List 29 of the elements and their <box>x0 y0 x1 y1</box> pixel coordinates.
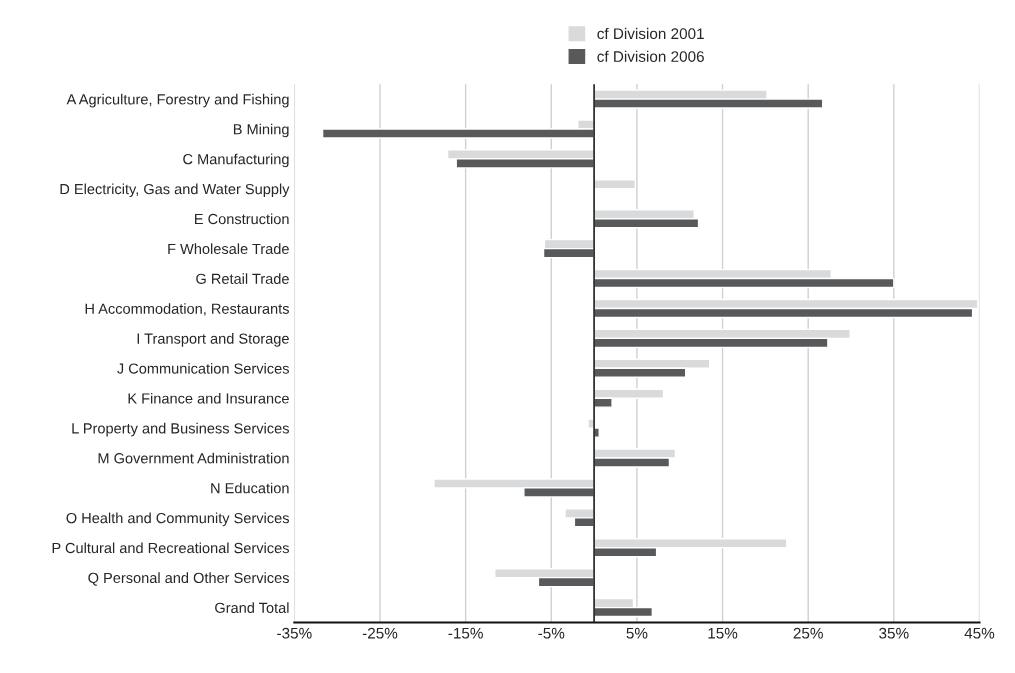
y-tick-label: N Education <box>211 482 289 494</box>
y-tick-label: P Cultural and Recreational Services <box>52 542 289 554</box>
y-tick-label: I Transport and Storage <box>137 333 289 347</box>
y-tick-label: M Government Administration <box>98 452 289 464</box>
x-tick-label: -35% <box>277 627 312 639</box>
y-tick-label: O Health and Community Services <box>66 512 289 527</box>
x-tick-label: 25% <box>793 627 823 639</box>
x-tick-label: -15% <box>448 627 483 639</box>
x-tick-label: -5% <box>538 627 565 639</box>
x-tick-label: 35% <box>879 627 909 639</box>
legend-label: cf Division 2001 <box>597 27 704 40</box>
x-tick-label: -25% <box>362 627 398 639</box>
y-tick-label: J Communication Services <box>117 363 289 374</box>
y-tick-label: G Retail Trade <box>196 273 289 284</box>
y-tick-label: K Finance and Insurance <box>128 392 289 404</box>
y-tick-label: B Mining <box>233 123 289 138</box>
x-tick-label: 45% <box>964 627 995 639</box>
y-tick-label: H Accommodation, Restaurants <box>85 303 289 316</box>
y-tick-label: A Agriculture, Forestry and Fishing <box>66 93 289 108</box>
x-tick-label: 15% <box>708 627 738 639</box>
y-tick-label: Q Personal and Other Services <box>88 572 289 586</box>
y-tick-label: F Wholesale Trade <box>168 243 289 255</box>
y-tick-label: Grand Total <box>215 602 289 613</box>
y-tick-label: E Construction <box>195 213 289 225</box>
y-tick-label: L Property and Business Services <box>72 422 289 437</box>
x-tick-label: 5% <box>626 627 648 639</box>
legend-label: cf Division 2006 <box>597 50 704 62</box>
y-tick-label: C Manufacturing <box>183 153 289 168</box>
y-tick-label: D Electricity, Gas and Water Supply <box>60 183 290 198</box>
